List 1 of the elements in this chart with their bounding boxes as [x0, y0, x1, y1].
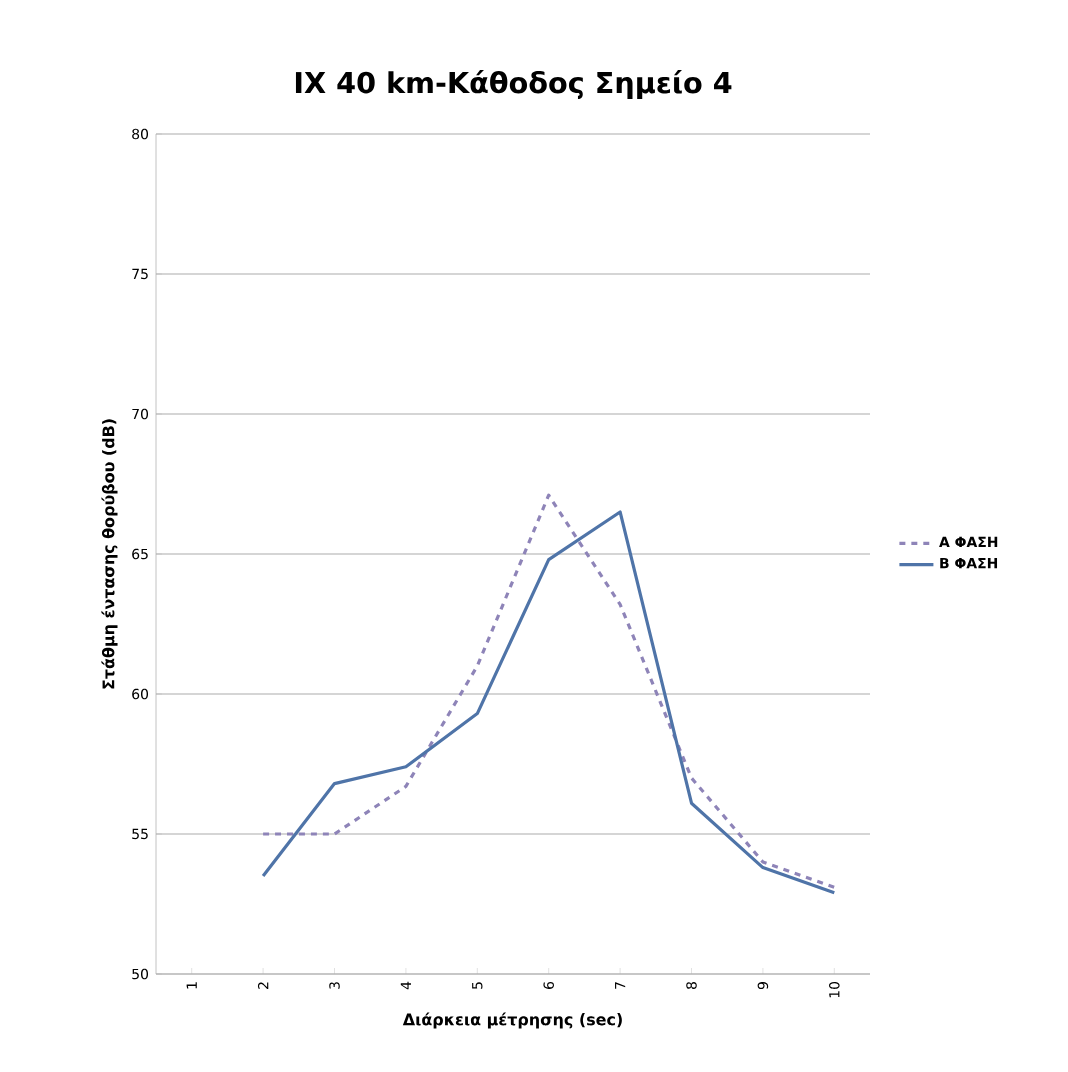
chart-title: ΙΧ 40 km-Κάθοδος Σημείο 4	[295, 70, 732, 99]
